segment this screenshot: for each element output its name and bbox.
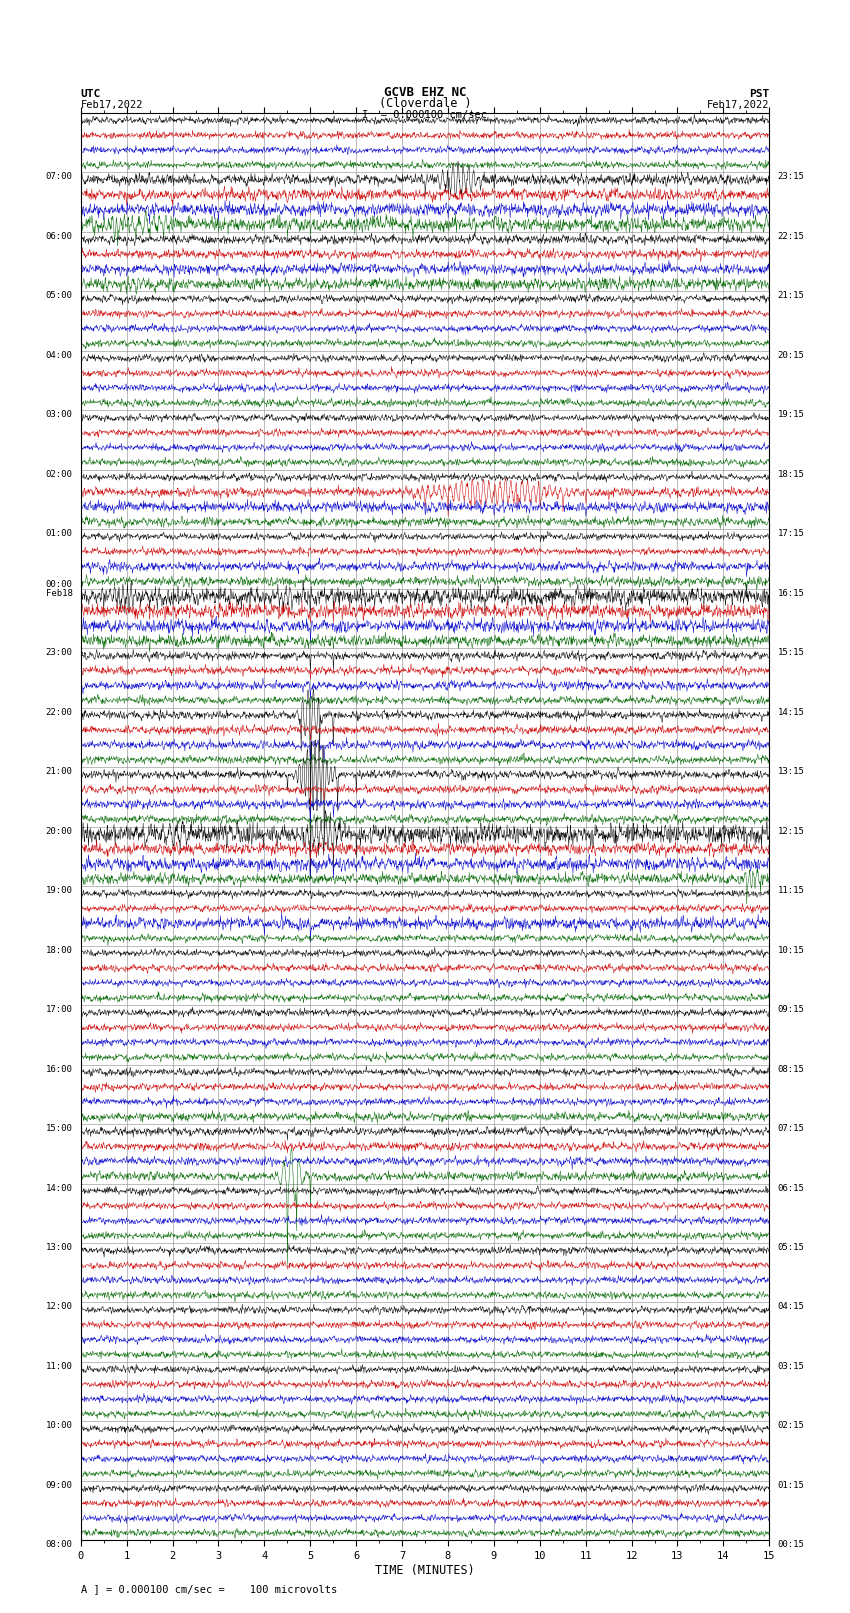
Text: 00:15: 00:15 bbox=[778, 1540, 804, 1550]
Text: 01:15: 01:15 bbox=[778, 1481, 804, 1490]
Text: 14:00: 14:00 bbox=[46, 1184, 72, 1192]
Text: 08:15: 08:15 bbox=[778, 1065, 804, 1074]
Text: 05:00: 05:00 bbox=[46, 292, 72, 300]
Text: Feb18: Feb18 bbox=[46, 589, 72, 598]
Text: 09:15: 09:15 bbox=[778, 1005, 804, 1015]
Text: 21:15: 21:15 bbox=[778, 292, 804, 300]
Text: 03:00: 03:00 bbox=[46, 410, 72, 419]
Text: 11:00: 11:00 bbox=[46, 1361, 72, 1371]
Text: 10:15: 10:15 bbox=[778, 945, 804, 955]
Text: 09:00: 09:00 bbox=[46, 1481, 72, 1490]
Text: 13:15: 13:15 bbox=[778, 768, 804, 776]
Text: 00:00: 00:00 bbox=[46, 579, 72, 589]
Text: 15:15: 15:15 bbox=[778, 648, 804, 656]
Text: 19:00: 19:00 bbox=[46, 886, 72, 895]
Text: 06:00: 06:00 bbox=[46, 232, 72, 240]
Text: A ] = 0.000100 cm/sec =    100 microvolts: A ] = 0.000100 cm/sec = 100 microvolts bbox=[81, 1584, 337, 1594]
Text: GCVB EHZ NC: GCVB EHZ NC bbox=[383, 85, 467, 100]
Text: 03:15: 03:15 bbox=[778, 1361, 804, 1371]
Text: 15:00: 15:00 bbox=[46, 1124, 72, 1132]
Text: 23:00: 23:00 bbox=[46, 648, 72, 656]
Text: 02:15: 02:15 bbox=[778, 1421, 804, 1431]
Text: 14:15: 14:15 bbox=[778, 708, 804, 716]
Text: 05:15: 05:15 bbox=[778, 1244, 804, 1252]
Text: 19:15: 19:15 bbox=[778, 410, 804, 419]
Text: UTC: UTC bbox=[81, 89, 101, 100]
Text: 17:15: 17:15 bbox=[778, 529, 804, 539]
X-axis label: TIME (MINUTES): TIME (MINUTES) bbox=[375, 1563, 475, 1576]
Text: 18:00: 18:00 bbox=[46, 945, 72, 955]
Text: 12:15: 12:15 bbox=[778, 826, 804, 836]
Text: 02:00: 02:00 bbox=[46, 469, 72, 479]
Text: 18:15: 18:15 bbox=[778, 469, 804, 479]
Text: 07:15: 07:15 bbox=[778, 1124, 804, 1132]
Text: 11:15: 11:15 bbox=[778, 886, 804, 895]
Text: 06:15: 06:15 bbox=[778, 1184, 804, 1192]
Text: 21:00: 21:00 bbox=[46, 768, 72, 776]
Text: (Cloverdale ): (Cloverdale ) bbox=[379, 97, 471, 111]
Text: 20:15: 20:15 bbox=[778, 350, 804, 360]
Text: I  = 0.000100 cm/sec: I = 0.000100 cm/sec bbox=[362, 110, 488, 121]
Text: 13:00: 13:00 bbox=[46, 1244, 72, 1252]
Text: 22:00: 22:00 bbox=[46, 708, 72, 716]
Text: 16:15: 16:15 bbox=[778, 589, 804, 598]
Text: 08:00: 08:00 bbox=[46, 1540, 72, 1550]
Text: 17:00: 17:00 bbox=[46, 1005, 72, 1015]
Text: Feb17,2022: Feb17,2022 bbox=[81, 100, 144, 111]
Text: 07:00: 07:00 bbox=[46, 173, 72, 181]
Text: 04:15: 04:15 bbox=[778, 1303, 804, 1311]
Text: 23:15: 23:15 bbox=[778, 173, 804, 181]
Text: Feb17,2022: Feb17,2022 bbox=[706, 100, 769, 111]
Text: 10:00: 10:00 bbox=[46, 1421, 72, 1431]
Text: 04:00: 04:00 bbox=[46, 350, 72, 360]
Text: 20:00: 20:00 bbox=[46, 826, 72, 836]
Text: PST: PST bbox=[749, 89, 769, 100]
Text: 16:00: 16:00 bbox=[46, 1065, 72, 1074]
Text: 01:00: 01:00 bbox=[46, 529, 72, 539]
Text: 22:15: 22:15 bbox=[778, 232, 804, 240]
Text: 12:00: 12:00 bbox=[46, 1303, 72, 1311]
